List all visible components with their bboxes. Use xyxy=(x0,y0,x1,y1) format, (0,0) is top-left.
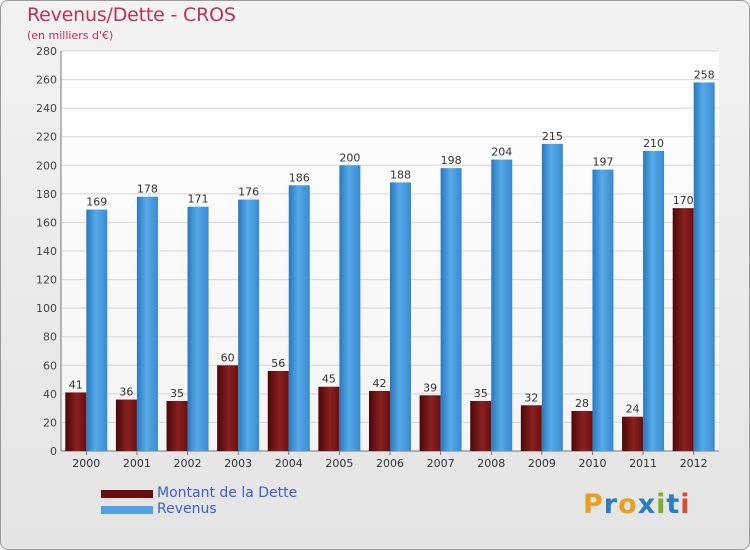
x-tick-label: 2004 xyxy=(275,457,303,470)
bar-revenue xyxy=(440,168,462,451)
data-label-revenue: 176 xyxy=(238,186,259,199)
bar-revenue xyxy=(643,151,665,451)
data-label-revenue: 258 xyxy=(694,68,715,81)
chart-title: Revenus/Dette - CROS xyxy=(27,4,236,26)
bar-debt xyxy=(571,411,593,451)
y-tick-label: 200 xyxy=(36,159,57,172)
bar-revenue xyxy=(86,209,108,451)
y-tick-label: 260 xyxy=(36,74,57,87)
data-label-revenue: 210 xyxy=(643,137,664,150)
data-label-debt: 56 xyxy=(271,357,285,370)
y-tick-label: 240 xyxy=(36,102,57,115)
logo-letter: o xyxy=(618,489,638,520)
bar-debt xyxy=(65,392,87,451)
logo-letter: P xyxy=(583,489,604,520)
y-tick-label: 280 xyxy=(36,45,57,58)
bar-revenue xyxy=(592,169,614,452)
bar-revenue xyxy=(390,182,411,451)
data-label-debt: 35 xyxy=(474,387,488,400)
logo-letter: i xyxy=(680,489,691,520)
y-tick-label: 60 xyxy=(43,359,57,372)
x-tick-label: 2005 xyxy=(325,457,353,470)
data-label-debt: 170 xyxy=(673,194,694,207)
bar-debt xyxy=(470,401,492,451)
data-label-debt: 35 xyxy=(170,387,184,400)
bar-revenue xyxy=(541,143,563,451)
legend-label-revenue: Revenus xyxy=(157,501,217,517)
y-tick-label: 180 xyxy=(36,188,57,201)
x-tick-label: 2002 xyxy=(174,457,202,470)
x-tick-label: 2010 xyxy=(578,457,606,470)
x-tick-label: 2012 xyxy=(680,457,708,470)
bar-debt xyxy=(672,208,694,451)
bar-revenue xyxy=(491,159,513,452)
bar-debt xyxy=(166,401,188,451)
bar-debt xyxy=(622,416,644,451)
bar-revenue xyxy=(136,196,158,451)
data-label-debt: 60 xyxy=(221,351,235,364)
data-label-revenue: 188 xyxy=(390,168,411,181)
x-tick-label: 2006 xyxy=(376,457,404,470)
logo-letter: x xyxy=(637,489,657,520)
y-tick-label: 220 xyxy=(36,131,57,144)
bar-debt xyxy=(520,405,542,451)
legend-swatch-debt xyxy=(101,490,153,498)
bar-revenue xyxy=(288,185,310,452)
x-tick-label: 2011 xyxy=(629,457,657,470)
x-tick-label: 2001 xyxy=(123,457,151,470)
x-tick-label: 2009 xyxy=(528,457,556,470)
x-tick-label: 2003 xyxy=(224,457,252,470)
data-label-debt: 24 xyxy=(626,403,640,416)
data-label-debt: 45 xyxy=(322,373,336,386)
data-label-revenue: 198 xyxy=(441,154,462,167)
legend-label-debt: Montant de la Dette xyxy=(157,485,298,501)
data-label-revenue: 171 xyxy=(188,193,209,206)
data-label-revenue: 197 xyxy=(592,156,613,169)
y-tick-label: 40 xyxy=(43,388,57,401)
data-label-debt: 39 xyxy=(423,381,437,394)
y-tick-label: 100 xyxy=(36,302,57,315)
x-tick-label: 2007 xyxy=(427,457,455,470)
bar-revenue xyxy=(238,199,260,451)
data-label-revenue: 186 xyxy=(289,171,310,184)
y-tick-label: 120 xyxy=(36,274,57,287)
y-tick-label: 0 xyxy=(50,445,57,458)
bar-debt xyxy=(115,399,137,451)
data-label-revenue: 204 xyxy=(491,146,512,159)
data-label-revenue: 200 xyxy=(339,151,360,164)
y-tick-label: 80 xyxy=(43,331,57,344)
bar-debt xyxy=(217,365,239,451)
bar-revenue xyxy=(339,165,361,452)
data-label-debt: 32 xyxy=(524,391,538,404)
data-label-debt: 41 xyxy=(69,378,83,391)
x-tick-label: 2000 xyxy=(72,457,100,470)
y-tick-label: 140 xyxy=(36,245,57,258)
y-tick-label: 20 xyxy=(43,416,57,429)
proxiti-logo: Proxiti xyxy=(583,489,691,520)
chart-subtitle: (en milliers d'€) xyxy=(27,29,114,42)
y-tick-label: 160 xyxy=(36,216,57,229)
data-label-debt: 36 xyxy=(119,386,133,399)
data-label-revenue: 178 xyxy=(137,183,158,196)
bar-debt xyxy=(369,391,390,451)
legend-swatch-revenue xyxy=(101,506,153,514)
data-label-revenue: 169 xyxy=(86,196,107,209)
logo-letter: i xyxy=(656,489,667,520)
x-tick-label: 2008 xyxy=(477,457,505,470)
data-label-debt: 28 xyxy=(575,397,589,410)
logo-letter: r xyxy=(603,489,619,520)
logo-letter: t xyxy=(666,489,681,520)
bar-revenue xyxy=(187,206,209,451)
data-label-revenue: 215 xyxy=(542,130,563,143)
bar-revenue xyxy=(693,82,715,451)
bar-debt xyxy=(419,395,441,451)
bar-debt xyxy=(318,386,340,451)
bar-debt xyxy=(267,371,289,451)
data-label-debt: 42 xyxy=(373,377,387,390)
